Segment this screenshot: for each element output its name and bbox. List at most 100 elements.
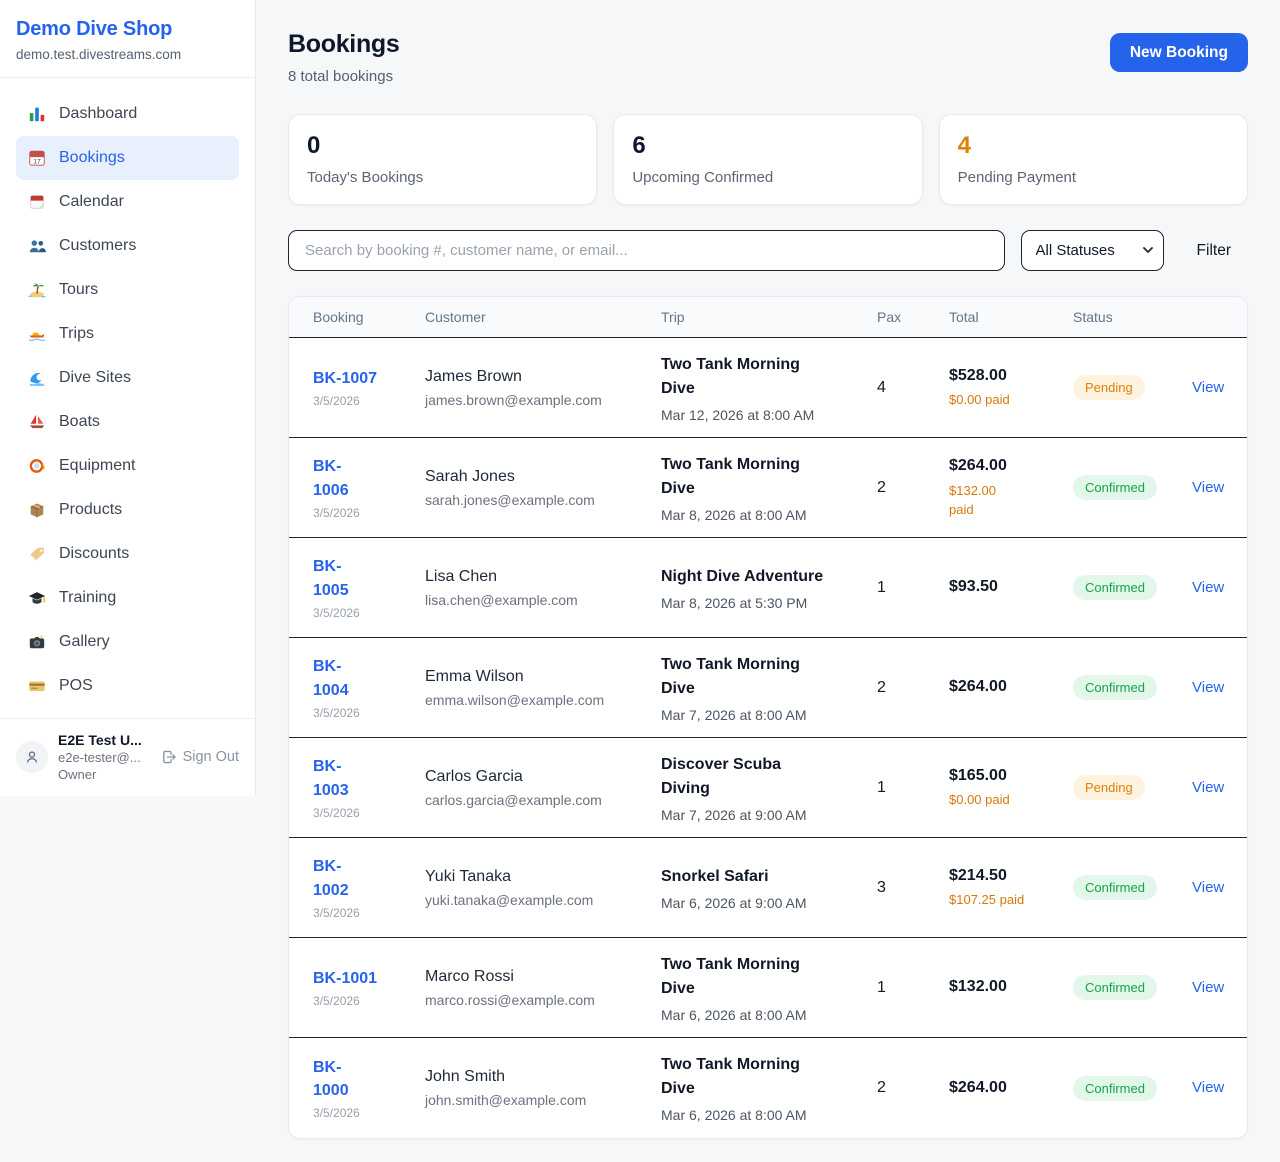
booking-id-link[interactable]: BK- 1006 — [313, 458, 349, 499]
sidebar-item-discounts[interactable]: Discounts — [16, 532, 239, 576]
trip-datetime: Mar 6, 2026 at 8:00 AM — [661, 1006, 807, 1023]
customer-email: lisa.chen@example.com — [425, 591, 578, 608]
total-cell: $528.00 $0.00 paid — [949, 365, 1073, 410]
pax-cell: 3 — [877, 878, 886, 896]
filter-row: All Statuses Filter — [288, 230, 1248, 271]
booking-cell: BK-1007 3/5/2026 — [313, 367, 425, 408]
search-input[interactable] — [288, 230, 1005, 271]
trip-datetime: Mar 8, 2026 at 8:00 AM — [661, 506, 807, 523]
status-select-wrap: All Statuses — [1020, 230, 1164, 271]
customer-email: marco.rossi@example.com — [425, 991, 595, 1008]
sidebar-item-label: Products — [59, 501, 123, 518]
customer-cell: Marco Rossi marco.rossi@example.com — [425, 968, 661, 1008]
table-row: BK-1007 3/5/2026 James Brown james.brown@ex… — [289, 338, 1247, 438]
paid-amount: $0.00 paid — [949, 792, 1010, 808]
trip-name: Two Tank Morning Dive — [661, 955, 800, 997]
speedboat-icon — [28, 325, 46, 343]
pax-cell: 2 — [877, 478, 886, 496]
status-cell: Pending — [1073, 375, 1192, 400]
sidebar-item-dive-sites[interactable]: Dive Sites — [16, 356, 239, 400]
booking-cell: BK- 1002 3/5/2026 — [313, 855, 425, 919]
booking-date: 3/5/2026 — [313, 505, 360, 520]
customer-email: james.brown@example.com — [425, 391, 602, 408]
customer-cell: Carlos Garcia carlos.garcia@example.com — [425, 768, 661, 808]
table-body: BK-1007 3/5/2026 James Brown james.brown@ex… — [289, 338, 1247, 1138]
trip-datetime: Mar 12, 2026 at 8:00 AM — [661, 406, 815, 423]
status-badge: Confirmed — [1073, 675, 1157, 700]
trip-cell: Discover Scuba Diving Mar 7, 2026 at 9:00 … — [661, 753, 877, 823]
total-amount: $93.50 — [949, 578, 998, 596]
booking-date: 3/5/2026 — [313, 994, 360, 1009]
view-booking-link[interactable]: View — [1192, 678, 1225, 696]
sidebar-item-label: Training — [59, 589, 117, 606]
booking-id-link[interactable]: BK- 1004 — [313, 658, 349, 699]
sidebar-item-dashboard[interactable]: Dashboard — [16, 92, 239, 136]
user-name: E2E Test U... — [58, 732, 142, 748]
box-icon — [28, 501, 46, 519]
paid-amount: $107.25 paid — [949, 892, 1025, 908]
view-booking-link[interactable]: View — [1192, 778, 1225, 796]
table-row: BK- 1004 3/5/2026 Emma Wilson emma.wilson@ex… — [289, 638, 1247, 738]
grad-cap-icon — [28, 589, 46, 607]
sign-out-button[interactable]: Sign Out — [161, 749, 239, 765]
table-header-row: Booking Customer Trip Pax Total Status — [289, 297, 1247, 338]
view-booking-link[interactable]: View — [1192, 478, 1225, 496]
view-booking-link[interactable]: View — [1192, 1079, 1225, 1096]
person-icon — [23, 748, 41, 766]
booking-date: 3/5/2026 — [313, 1106, 360, 1121]
customer-cell: James Brown james.brown@example.com — [425, 368, 661, 408]
sidebar-item-tours[interactable]: Tours — [16, 268, 239, 312]
sidebar-item-calendar[interactable]: Calendar — [16, 180, 239, 224]
sidebar-item-trips[interactable]: Trips — [16, 312, 239, 356]
sidebar-item-label: POS — [59, 677, 93, 694]
column-header-total: Total — [949, 309, 979, 325]
column-header-pax: Pax — [877, 309, 902, 325]
sidebar-item-boats[interactable]: Boats — [16, 400, 239, 444]
customer-cell: Yuki Tanaka yuki.tanaka@example.com — [425, 868, 661, 908]
booking-id-link[interactable]: BK- 1000 — [313, 1058, 349, 1099]
sidebar-item-bookings[interactable]: 17 Bookings — [16, 136, 239, 180]
column-header-booking: Booking — [313, 309, 364, 325]
sidebar-item-customers[interactable]: Customers — [16, 224, 239, 268]
filter-button[interactable]: Filter — [1196, 241, 1231, 259]
customer-name: John Smith — [425, 1068, 506, 1085]
shop-name: Demo Dive Shop — [16, 18, 173, 40]
total-amount: $214.50 — [949, 866, 1007, 884]
customer-cell: Emma Wilson emma.wilson@example.com — [425, 668, 661, 708]
calendar-17-icon: 17 — [28, 149, 46, 167]
sidebar-item-equipment[interactable]: Equipment — [16, 444, 239, 488]
status-filter-select[interactable]: All Statuses — [1020, 230, 1164, 271]
pax-cell: 2 — [877, 678, 886, 696]
booking-id-link[interactable]: BK- 1005 — [313, 558, 349, 599]
stat-value: 6 — [632, 132, 646, 159]
user-email: e2e-tester@... — [58, 750, 141, 765]
status-badge: Confirmed — [1073, 475, 1157, 500]
trip-datetime: Mar 6, 2026 at 8:00 AM — [661, 1107, 807, 1123]
sign-out-icon — [161, 749, 177, 765]
sidebar-item-label: Gallery — [59, 633, 110, 650]
view-booking-link[interactable]: View — [1192, 378, 1225, 396]
view-booking-link[interactable]: View — [1192, 878, 1225, 896]
customer-cell: John Smith john.smith@example.com — [425, 1068, 661, 1108]
status-cell: Confirmed — [1073, 675, 1192, 700]
sidebar-item-training[interactable]: Training — [16, 576, 239, 620]
booking-id-link[interactable]: BK-1001 — [313, 969, 378, 987]
pax-cell: 1 — [877, 578, 886, 596]
stat-card: 4 Pending Payment — [938, 114, 1248, 205]
sidebar-item-gallery[interactable]: Gallery — [16, 620, 239, 664]
sign-out-label: Sign Out — [182, 749, 239, 765]
view-booking-link[interactable]: View — [1192, 978, 1225, 996]
new-booking-button[interactable]: New Booking — [1109, 33, 1248, 72]
table-row: BK- 1000 3/5/2026 John Smith john.smith@exam… — [289, 1038, 1247, 1138]
pax-cell: 2 — [877, 1079, 886, 1096]
booking-id-link[interactable]: BK- 1003 — [313, 758, 349, 799]
sidebar-item-pos[interactable]: POS — [16, 664, 239, 708]
tear-calendar-icon — [28, 193, 46, 211]
sidebar-item-products[interactable]: Products — [16, 488, 239, 532]
booking-id-link[interactable]: BK- 1002 — [313, 858, 349, 899]
view-booking-link[interactable]: View — [1192, 578, 1225, 596]
bar-chart-icon — [28, 105, 46, 123]
status-badge: Confirmed — [1073, 575, 1157, 600]
booking-cell: BK- 1000 3/5/2026 — [313, 1056, 425, 1120]
booking-id-link[interactable]: BK-1007 — [313, 369, 378, 387]
